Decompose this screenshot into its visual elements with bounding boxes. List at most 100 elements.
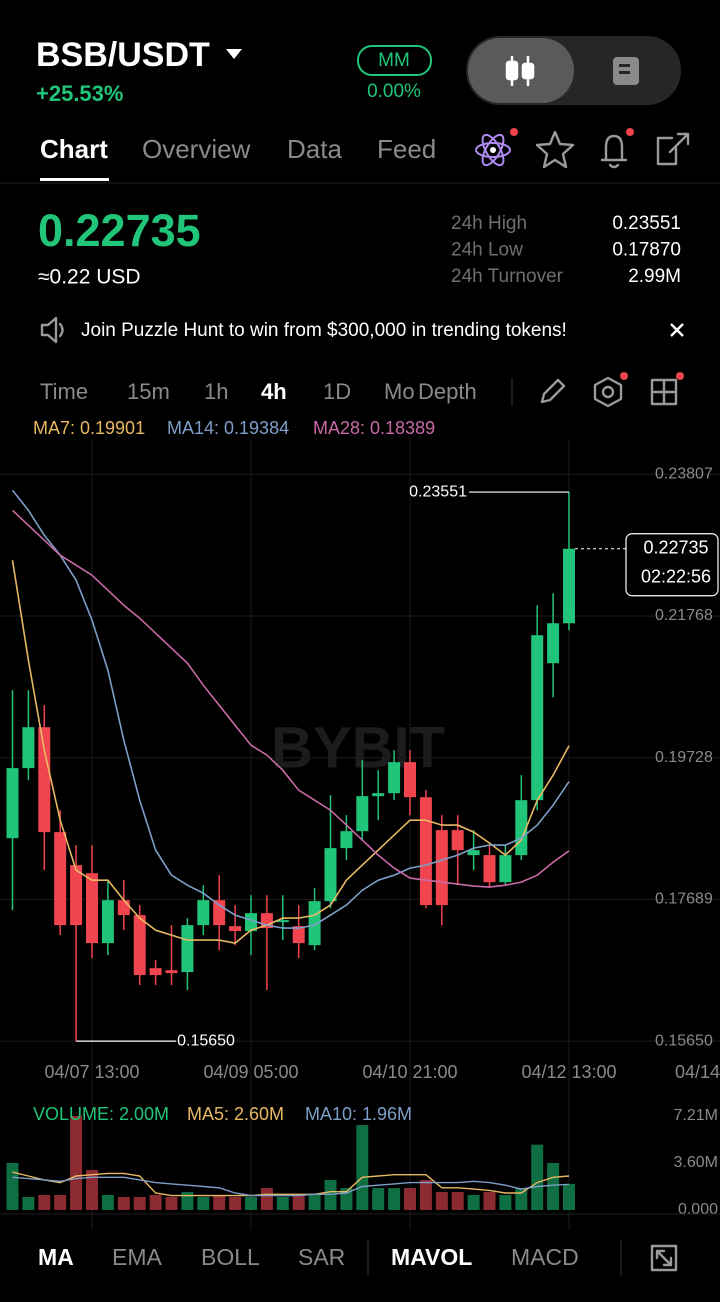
tab[interactable]: Overview (142, 134, 251, 164)
volume-bar (451, 1191, 464, 1210)
x-tick-label: 04/14 (675, 1062, 720, 1082)
y-tick-label: 0.21768 (655, 607, 713, 624)
candle-body (22, 727, 35, 769)
candle-body (515, 800, 528, 856)
candle-body (388, 762, 401, 794)
ai-icon[interactable] (475, 132, 511, 168)
volume-bar (563, 1183, 575, 1210)
favorite-icon[interactable] (535, 130, 575, 169)
volume-bar (38, 1194, 51, 1210)
candle-body (117, 900, 130, 916)
annotation-label: 0.15650 (177, 1032, 235, 1049)
candle-body (133, 915, 146, 976)
notify-dot (510, 128, 518, 136)
y-tick-label: 7.21M (674, 1107, 718, 1124)
volume-bar (86, 1170, 98, 1210)
candle-body (563, 548, 575, 624)
candle-body (308, 901, 321, 946)
volume-ma-line (12, 1171, 570, 1197)
volume-bar (181, 1191, 194, 1210)
indicator[interactable]: BOLL (201, 1244, 260, 1270)
stat-label: 24h Low (451, 240, 523, 261)
volume-bar (404, 1188, 416, 1210)
last-price-tag-countdown: 02:22:56 (641, 567, 711, 587)
fullscreen-icon[interactable] (650, 1244, 678, 1272)
volume-bar (499, 1194, 512, 1210)
candle-body (435, 830, 448, 906)
view-toggle-active[interactable] (468, 38, 574, 103)
candle-body (86, 873, 98, 944)
candle-body (6, 768, 19, 839)
pair-dropdown[interactable] (226, 49, 242, 59)
x-tick-label: 04/07 13:00 (44, 1062, 139, 1082)
candle-body (276, 920, 289, 923)
last-price: 0.22735 (38, 205, 201, 256)
indicator[interactable]: EMA (112, 1244, 163, 1270)
volume-bar (372, 1188, 385, 1210)
candle-body (181, 925, 194, 973)
alert-icon[interactable] (600, 134, 628, 169)
timeframe[interactable]: 15m (127, 379, 170, 404)
banner-text[interactable]: Join Puzzle Hunt to win from $300,000 in… (81, 320, 567, 341)
candle-body (451, 830, 464, 851)
volume-bar (117, 1196, 130, 1210)
notify-dot (620, 372, 628, 380)
settings-icon-center (601, 385, 615, 399)
ma-line (11, 509, 570, 888)
volume-bar (388, 1188, 401, 1210)
candle-body (229, 926, 242, 932)
volume-bar (515, 1188, 528, 1210)
indicator[interactable]: MACD (511, 1244, 579, 1270)
candle-body (245, 913, 257, 932)
volume-bar (133, 1196, 146, 1210)
timeframe[interactable]: Mo (384, 379, 415, 404)
candle-body (340, 831, 353, 849)
legend-entry: MA7: 0.19901 (33, 418, 145, 438)
timeframe[interactable]: 4h (261, 379, 287, 404)
volume-bar (70, 1115, 83, 1210)
candle-body (70, 865, 83, 926)
legend-entry: MA28: 0.18389 (313, 418, 435, 438)
volume-bar (245, 1196, 257, 1210)
indicator[interactable]: MA (38, 1244, 74, 1270)
mm-badge[interactable] (357, 45, 432, 76)
timeframe[interactable]: Time (40, 379, 88, 404)
indicator[interactable]: SAR (298, 1244, 345, 1270)
layout-icon[interactable] (650, 378, 678, 406)
timeframe[interactable]: Depth (418, 379, 477, 404)
y-tick-label: 0.000 (678, 1201, 718, 1218)
candle-body (356, 796, 369, 832)
timeframe[interactable]: 1D (323, 379, 351, 404)
candle-body (419, 797, 432, 906)
banner-close[interactable] (670, 323, 684, 337)
mm-badge-label[interactable]: MM (378, 50, 410, 71)
candle-body (54, 832, 67, 926)
draw-icon[interactable] (540, 378, 566, 404)
tab[interactable]: Feed (377, 134, 436, 164)
volume-ma-line (12, 1176, 570, 1197)
candle-body (324, 848, 337, 902)
watermark: BYBIT (271, 715, 445, 780)
settings-icon[interactable] (593, 376, 623, 408)
candle-body (38, 727, 51, 833)
tab[interactable]: Chart (40, 134, 108, 164)
stat-value: 0.23551 (612, 213, 681, 234)
volume-bar (419, 1179, 432, 1210)
detail-icon[interactable] (613, 57, 639, 85)
stat-label: 24h High (451, 213, 527, 234)
timeframe[interactable]: 1h (204, 379, 228, 404)
indicator[interactable]: MAVOL (391, 1244, 472, 1270)
volume-bar (54, 1194, 67, 1210)
tab[interactable]: Data (287, 134, 342, 164)
volume-bar (101, 1194, 114, 1210)
pair-title[interactable]: BSB/USDT (36, 36, 210, 74)
ma-line (11, 560, 570, 944)
annotation-label: 0.23551 (409, 483, 467, 500)
share-icon[interactable] (656, 132, 690, 166)
candle-body (165, 970, 178, 974)
notify-dot (626, 128, 634, 136)
volume-bar (197, 1196, 210, 1210)
candle-body (499, 855, 512, 883)
